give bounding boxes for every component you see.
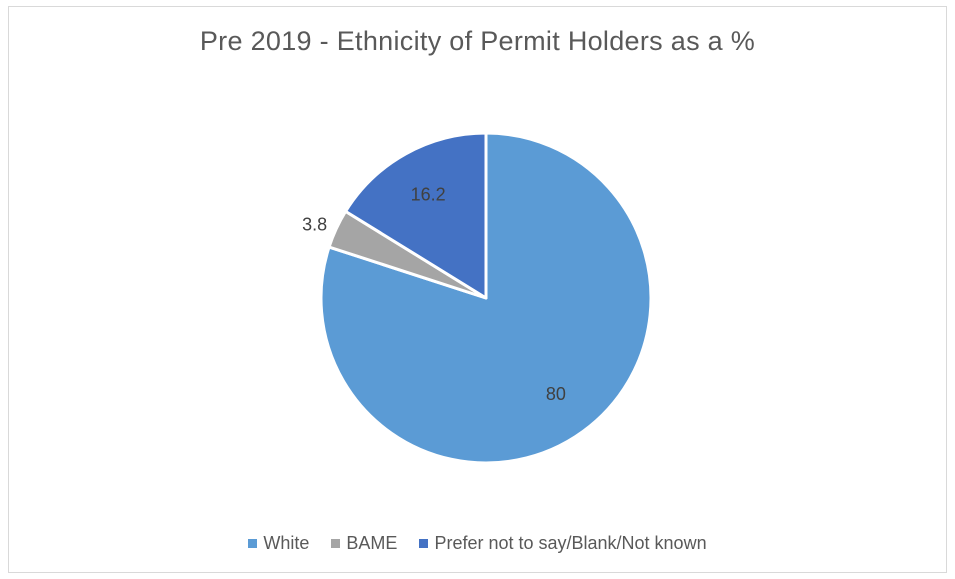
- legend-swatch-white: [248, 539, 258, 548]
- pie-slice-prefer-not-to-say: [344, 131, 488, 300]
- legend-item-prefer-not-to-say: Prefer not to say/Blank/Not known: [419, 533, 707, 554]
- data-label-bame: 3.8: [302, 214, 327, 234]
- legend-swatch-bame: [331, 539, 341, 548]
- legend-label-bame: BAME: [346, 533, 398, 553]
- chart-title: Pre 2019 - Ethnicity of Permit Holders a…: [199, 26, 756, 56]
- legend: White BAME Prefer not to say/Blank/Not k…: [0, 533, 955, 554]
- legend-label-prefer-not-to-say: Prefer not to say/Blank/Not known: [434, 533, 707, 553]
- data-label-prefer-not-to-say: 16.2: [411, 184, 446, 204]
- data-label-white: 80: [546, 384, 566, 404]
- legend-swatch-prefer-not-to-say: [419, 539, 429, 548]
- pie-slice-white: [319, 131, 653, 465]
- legend-item-white: White: [248, 533, 309, 554]
- legend-label-white: White: [263, 533, 310, 553]
- legend-item-bame: BAME: [331, 533, 397, 554]
